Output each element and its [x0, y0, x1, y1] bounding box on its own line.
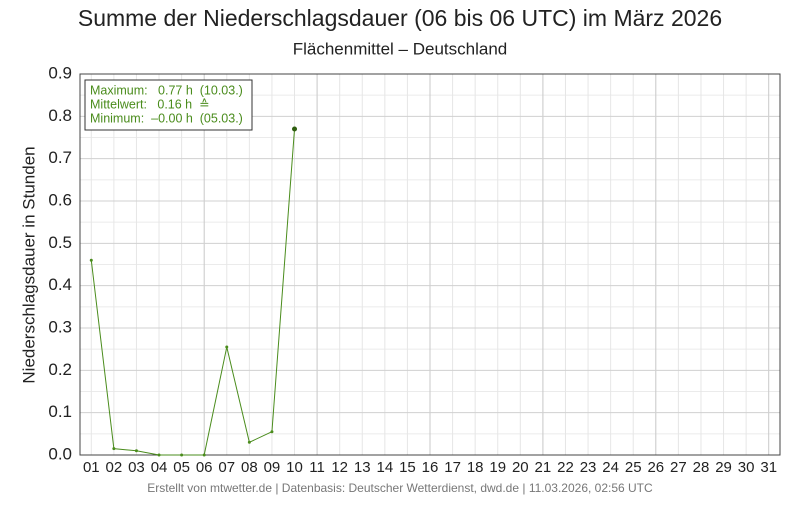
x-tick-label: 07 — [218, 459, 235, 476]
y-axis-label: Niederschlagsdauer in Stunden — [19, 146, 38, 383]
x-tick-label: 31 — [760, 459, 777, 476]
x-tick-label: 10 — [286, 459, 303, 476]
data-point — [247, 440, 251, 444]
x-tick-label: 06 — [196, 459, 213, 476]
y-tick-label: 0.3 — [48, 317, 72, 336]
x-tick-label: 30 — [738, 459, 755, 476]
x-tick-label: 09 — [264, 459, 281, 476]
y-tick-label: 0.4 — [48, 275, 72, 294]
x-tick-label: 21 — [535, 459, 552, 476]
chart-title: Summe der Niederschlagsdauer (06 bis 06 … — [78, 5, 722, 31]
y-tick-label: 0.9 — [48, 63, 72, 82]
x-tick-label: 16 — [422, 459, 439, 476]
x-tick-label: 19 — [489, 459, 506, 476]
data-point — [134, 449, 138, 453]
stats-text: Mittelwert: 0.16 h ≙ — [90, 97, 210, 111]
x-tick-label: 27 — [670, 459, 687, 476]
data-point — [225, 345, 229, 349]
x-tick-label: 12 — [331, 459, 348, 476]
x-tick-label: 29 — [715, 459, 732, 476]
x-tick-label: 01 — [83, 459, 100, 476]
x-tick-label: 22 — [557, 459, 574, 476]
data-point — [180, 453, 184, 457]
x-tick-label: 18 — [467, 459, 484, 476]
x-tick-label: 24 — [602, 459, 619, 476]
y-tick-label: 0.2 — [48, 360, 72, 379]
y-tick-label: 0.7 — [48, 148, 72, 167]
y-tick-label: 0.1 — [48, 402, 72, 421]
x-tick-label: 08 — [241, 459, 258, 476]
stats-text: Maximum: 0.77 h (10.03.) — [90, 83, 243, 97]
x-tick-label: 20 — [512, 459, 529, 476]
y-tick-label: 0.0 — [48, 444, 72, 463]
stats-text: Minimum: –0.00 h (05.03.) — [90, 111, 243, 125]
data-point — [89, 258, 93, 262]
x-tick-label: 25 — [625, 459, 642, 476]
x-tick-label: 15 — [399, 459, 416, 476]
x-tick-label: 05 — [173, 459, 190, 476]
x-tick-label: 26 — [647, 459, 664, 476]
data-point — [157, 453, 161, 457]
data-point — [292, 126, 298, 132]
y-tick-label: 0.5 — [48, 233, 72, 252]
x-tick-label: 23 — [580, 459, 597, 476]
stats-box — [84, 79, 253, 131]
x-tick-label: 13 — [354, 459, 371, 476]
data-point — [202, 453, 206, 457]
x-tick-label: 11 — [309, 459, 325, 476]
plot-frame — [79, 73, 781, 456]
x-tick-label: 14 — [376, 459, 393, 476]
x-tick-label: 02 — [106, 459, 123, 476]
chart-subtitle: Flächenmittel – Deutschland — [293, 39, 508, 58]
x-tick-label: 17 — [444, 459, 461, 476]
x-tick-label: 03 — [128, 459, 145, 476]
data-point — [270, 430, 274, 434]
y-tick-label: 0.8 — [48, 106, 72, 125]
x-tick-label: 04 — [151, 459, 168, 476]
y-tick-label: 0.6 — [48, 190, 72, 209]
x-tick-label: 28 — [693, 459, 710, 476]
data-line — [90, 128, 296, 456]
data-point — [112, 447, 116, 451]
footer: Erstellt von mtwetter.de | Datenbasis: D… — [147, 481, 653, 495]
